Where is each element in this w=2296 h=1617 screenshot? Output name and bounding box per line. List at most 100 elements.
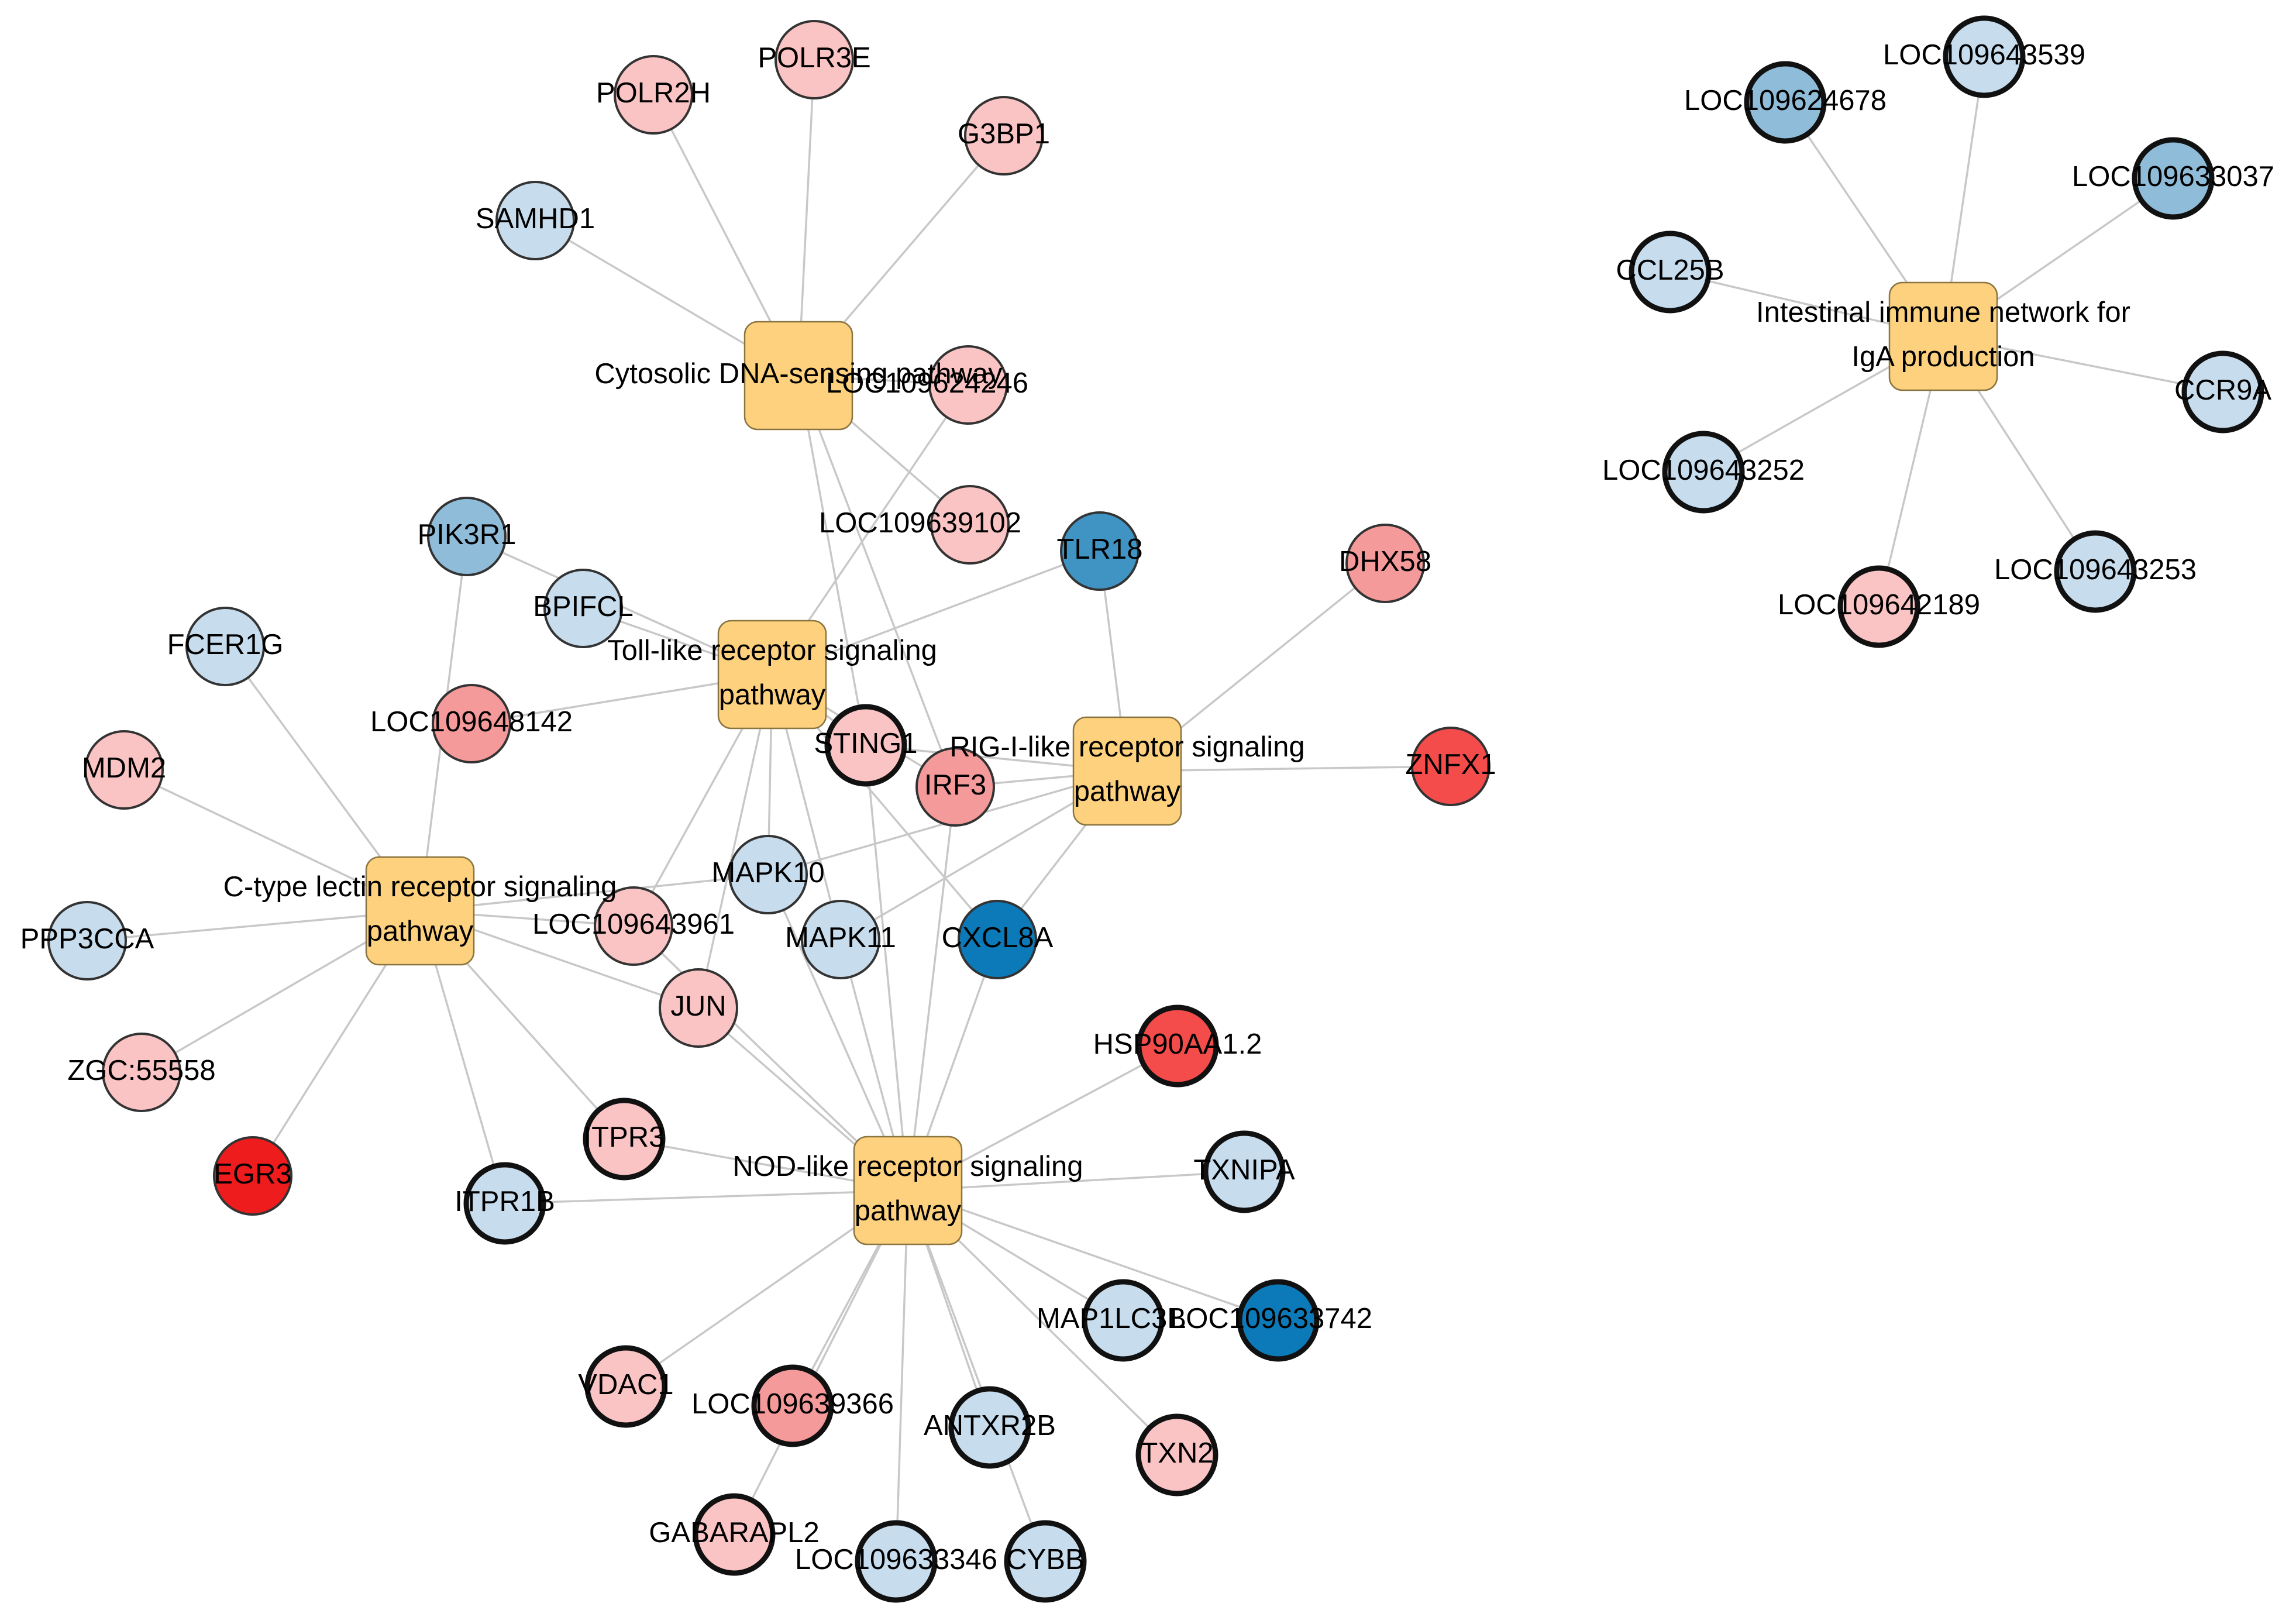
gene-label: MAPK10 [711,857,824,889]
gene-node-loc109639366[interactable] [751,1364,834,1447]
pathway-box [1888,281,1998,391]
gene-node-mapk10[interactable] [728,835,808,914]
gene-label: MAPK11 [785,922,896,954]
gene-label: POLR2H [596,77,711,109]
gene-node-hsp90aa12[interactable] [1136,1004,1219,1088]
pathway-label: C-type lectin receptor signaling [223,871,617,903]
pathway-box [1072,716,1182,826]
edge-p_ctype-PPP3CCA [87,910,421,942]
gene-label: TLR18 [1056,534,1142,565]
gene-label: PPP3CCA [20,923,154,955]
gene-node-bpifcl[interactable] [543,569,623,648]
gene-node-loc109624678[interactable] [1744,61,1827,144]
gene-node-zgc55558[interactable] [102,1033,181,1112]
gene-node-loc109643253[interactable] [2054,530,2137,613]
edge-p_nod-STING1 [865,745,909,1191]
gene-node-pik3r1[interactable] [427,497,507,576]
pathway-node-p_ctype[interactable] [365,856,475,966]
pathway-box [365,856,475,966]
pathway-label: Intestinal immune network for [1756,297,2130,328]
edge-p_ctype-MAPK10 [419,873,769,912]
gene-label: DHX58 [1339,546,1431,577]
gene-node-vdac1[interactable] [584,1345,667,1428]
gene-node-loc109643252[interactable] [1662,431,1745,514]
gene-node-tlr18[interactable] [1060,511,1140,591]
gene-label: ANTXR2B [924,1410,1056,1441]
gene-node-map1lc3b[interactable] [1082,1279,1165,1362]
edge-p_cyto-STING1 [797,375,867,746]
gene-node-polr3e[interactable] [774,20,854,99]
gene-label: LOC109633742 [1170,1303,1372,1334]
gene-label: ITPR3 [584,1121,665,1153]
gene-node-txnipa[interactable] [1203,1130,1286,1213]
pathway-node-p_iga[interactable] [1888,281,1998,391]
gene-node-txn2[interactable] [1135,1413,1218,1496]
gene-node-gabarapl2[interactable] [693,1493,776,1576]
labels-layer: Cytosolic DNA-sensing pathway Toll-like r… [20,39,2274,1575]
gene-label: LOC109639366 [691,1388,894,1420]
gene-node-loc109633346[interactable] [855,1520,938,1603]
gene-node-cybb[interactable] [1004,1520,1087,1603]
gene-node-g3bp1[interactable] [964,96,1044,176]
gene-node-antxr2b[interactable] [948,1386,1031,1469]
gene-label: FCER1G [167,629,284,660]
gene-node-jun[interactable] [659,968,738,1048]
gene-node-loc109643539[interactable] [1943,15,2026,98]
gene-node-loc109648142[interactable] [432,684,511,763]
gene-node-ppp3cca[interactable] [47,901,127,980]
gene-node-ccl25b[interactable] [1629,230,1712,314]
gene-label: LOC109624246 [826,367,1028,399]
gene-label: LOC109633346 [795,1544,997,1575]
gene-node-itpr3[interactable] [583,1098,666,1181]
edge-p_nod-ITPR1B [504,1189,908,1205]
gene-node-loc109633742[interactable] [1237,1279,1320,1362]
gene-node-mapk11[interactable] [801,900,880,979]
gene-label: LOC109648142 [370,706,573,738]
gene-label: MDM2 [82,752,166,784]
gene-node-loc109639102[interactable] [930,485,1010,565]
gene-node-ccr9a[interactable] [2181,350,2264,434]
gene-label: GABARAPL2 [649,1517,819,1549]
pathway-node-p_cyto[interactable] [743,321,853,431]
pathway-label: Toll-like receptor signaling [607,635,937,666]
gene-node-loc109633037[interactable] [2132,137,2215,220]
gene-label: LOC109643252 [1602,455,1805,486]
gene-label: EGR3 [214,1158,291,1190]
pathway-node-p_rig[interactable] [1072,716,1182,826]
gene-label: TXN2 [1140,1437,1213,1469]
gene-label: LOC109639102 [819,507,1021,539]
gene-node-loc109643961[interactable] [594,886,673,966]
gene-node-sting1[interactable] [824,704,907,787]
pathway-box [853,1136,963,1246]
gene-label: JUN [670,990,726,1022]
gene-label: ZGC:55558 [67,1055,215,1086]
edge-p_nod-CYBB [907,1190,1047,1562]
gene-node-samhd1[interactable] [495,181,575,260]
gene-node-dhx58[interactable] [1345,524,1425,603]
gene-node-fcer1g[interactable] [185,607,265,686]
pathway-label: pathway [1074,776,1181,807]
gene-node-znfx1[interactable] [1411,727,1490,806]
gene-node-mdm2[interactable] [84,730,164,810]
gene-node-irf3[interactable] [915,747,995,827]
gene-label: ITPR1B [455,1186,555,1217]
gene-node-cxcl8a[interactable] [958,900,1037,979]
gene-node-loc109642189[interactable] [1837,565,1920,648]
pathway-label: NOD-like receptor signaling [732,1151,1083,1182]
gene-node-itpr1b[interactable] [463,1162,546,1245]
pathway-node-p_toll[interactable] [717,620,827,730]
gene-node-polr2h[interactable] [614,55,693,135]
pathway-label: IgA production [1851,341,2035,373]
pathway-node-p_nod[interactable] [853,1136,963,1246]
gene-node-loc109624246[interactable] [928,345,1008,425]
gene-label: HSP90AA1.2 [1093,1028,1262,1060]
gene-label: STING1 [814,728,918,759]
gene-label: SAMHD1 [476,203,595,235]
gene-label: LOC109642189 [1778,589,1980,621]
gene-label: LOC109633037 [2072,161,2274,192]
edge-p_toll-JUN [697,674,773,1009]
pathway-label: pathway [719,679,826,711]
gene-node-egr3[interactable] [213,1136,292,1216]
pathway-box [743,321,853,431]
